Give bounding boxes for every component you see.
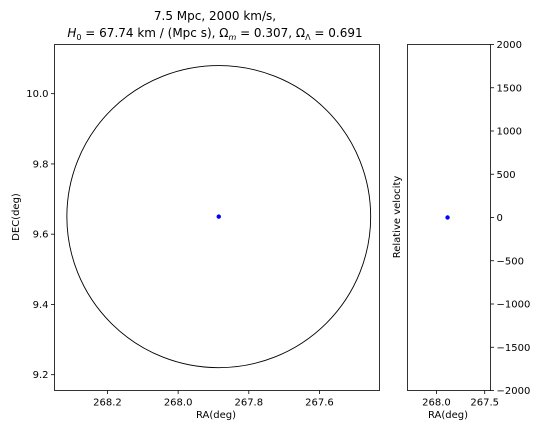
sky-search-radius-circle (66, 65, 372, 369)
velocity-y-tick-label: 2000 (497, 40, 522, 51)
sky-y-tick-label: 9.2 (33, 370, 49, 381)
chart-title-line1: 7.5 Mpc, 2000 km/s, (154, 9, 276, 23)
velocity-y-tick-label: 500 (497, 170, 516, 181)
velocity-data-point (445, 215, 450, 220)
velocity-y-tick-label: 0 (497, 213, 503, 224)
sky-x-tick-label: 267.6 (305, 398, 334, 409)
sky-y-tick-label: 9.4 (33, 300, 49, 311)
velocity-y-axis-label: Relative velocity (392, 176, 403, 259)
sky-y-tick-label: 9.6 (33, 230, 49, 241)
title-omega-m-symbol: Ω (219, 26, 228, 40)
sky-data-point (216, 214, 221, 219)
sky-y-tick-label: 9.8 (33, 159, 49, 170)
title-omega-lambda-symbol: Ω (296, 26, 305, 40)
title-omega-m-subscript: m (228, 33, 236, 42)
velocity-y-tick-label: −2000 (497, 386, 531, 397)
sky-x-tick-label: 268.0 (164, 398, 193, 409)
title-h0-subscript: 0 (76, 33, 81, 42)
sky-x-ticks: 268.2 268.0 267.8 267.6 (93, 390, 334, 409)
velocity-x-tick-label: 267.5 (470, 398, 499, 409)
sky-panel-frame (54, 44, 380, 391)
velocity-y-tick-label: −1500 (497, 343, 531, 354)
velocity-x-ticks: 268.0 267.5 (422, 390, 499, 409)
sky-marks (66, 65, 372, 369)
chart-title-line2: H0 = 67.74 km / (Mpc s), Ωm = 0.307, ΩΛ … (67, 26, 362, 42)
velocity-panel: 268.0 267.5 −2000 −1500 −1000 −500 0 500 1000 15… (392, 40, 530, 421)
sky-y-tick-label: 10.0 (26, 89, 48, 100)
velocity-y-ticks: −2000 −1500 −1000 −500 0 500 1000 1500 2000 (490, 40, 531, 397)
velocity-x-axis-label: RA(deg) (428, 410, 468, 421)
sky-x-tick-label: 268.2 (93, 398, 122, 409)
title-omega-lambda-subscript: Λ (305, 33, 311, 42)
title-omega-m-value: = 0.307, (236, 26, 296, 40)
velocity-y-tick-label: 1500 (497, 83, 522, 94)
sky-y-axis-label: DEC(deg) (11, 193, 22, 241)
sky-panel: 268.2 268.0 267.8 267.6 9.2 9.4 9.6 9.8 10.0 RA… (11, 44, 380, 421)
sky-x-tick-label: 267.8 (234, 398, 263, 409)
velocity-y-tick-label: 1000 (497, 127, 522, 138)
sky-y-ticks: 9.2 9.4 9.6 9.8 10.0 (26, 89, 55, 381)
title-omega-lambda-value: = 0.691 (311, 26, 363, 40)
title-h0-symbol: H (67, 26, 76, 40)
velocity-y-tick-label: −500 (497, 256, 524, 267)
sky-x-axis-label: RA(deg) (196, 410, 236, 421)
velocity-y-tick-label: −1000 (497, 300, 531, 311)
velocity-marks (445, 215, 450, 220)
velocity-x-tick-label: 268.0 (422, 398, 451, 409)
title-h0-value: = 67.74 km / (Mpc s), (81, 26, 219, 40)
